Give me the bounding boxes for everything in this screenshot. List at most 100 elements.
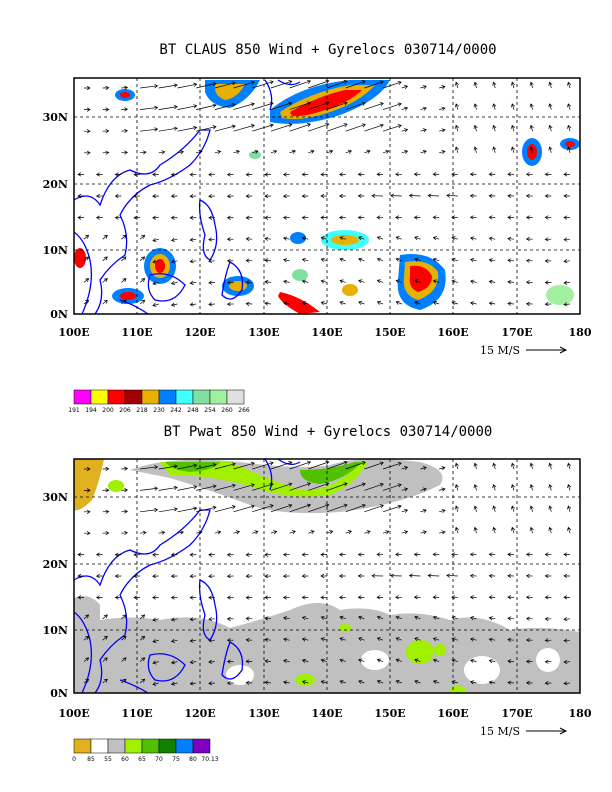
wind-arrow bbox=[170, 215, 178, 220]
wind-arrow bbox=[439, 530, 446, 535]
wind-arrow bbox=[507, 552, 514, 557]
wind-arrow bbox=[170, 595, 178, 600]
wind-arrow bbox=[510, 81, 516, 89]
colorbar-label: 194 bbox=[85, 407, 97, 414]
wind-arrow bbox=[264, 279, 271, 285]
wind-arrow bbox=[289, 79, 312, 89]
wind-arrow bbox=[226, 280, 234, 285]
colorbar-swatch bbox=[107, 738, 126, 754]
wind-arrow bbox=[510, 146, 516, 153]
wind-arrow bbox=[226, 237, 234, 242]
wind-arrow bbox=[121, 278, 127, 283]
wind-arrow bbox=[326, 123, 348, 132]
wind-arrow bbox=[401, 508, 409, 513]
wind-arrow bbox=[488, 616, 496, 621]
wind-arrow bbox=[226, 659, 234, 664]
wind-arrow bbox=[488, 552, 496, 557]
wind-arrow bbox=[488, 680, 496, 685]
wind-arrow bbox=[446, 193, 458, 198]
wind-arrow bbox=[525, 193, 533, 198]
wind-arrow bbox=[133, 552, 141, 557]
wind-arrow bbox=[382, 149, 390, 154]
lon-label: 120E bbox=[184, 707, 215, 720]
wind-arrow bbox=[326, 530, 334, 535]
wind-arrow bbox=[83, 678, 90, 684]
wind-arrow bbox=[469, 552, 477, 557]
colorbar-label: 0 bbox=[72, 756, 76, 763]
wind-arrow bbox=[214, 505, 236, 513]
wind-arrow bbox=[364, 149, 371, 154]
wind-arrow bbox=[510, 462, 516, 470]
wind-arrow bbox=[170, 617, 178, 622]
wind-arrow bbox=[270, 530, 278, 535]
wind-arrow bbox=[102, 278, 108, 283]
lon-label: 120E bbox=[184, 326, 215, 339]
wind-arrow bbox=[139, 614, 146, 620]
wind-arrow bbox=[473, 526, 478, 534]
wind-arrow bbox=[548, 505, 553, 512]
wind-arrow bbox=[439, 149, 446, 155]
wind-arrow bbox=[170, 194, 178, 199]
wind-arrow bbox=[252, 461, 274, 470]
wind-arrow bbox=[121, 128, 129, 134]
wind-arrow bbox=[245, 280, 253, 285]
wind-arrow bbox=[454, 146, 459, 153]
wind-arrow bbox=[339, 236, 346, 241]
wind-arrow bbox=[345, 461, 366, 470]
wind-arrow bbox=[158, 150, 166, 155]
wind-arrow bbox=[177, 125, 198, 132]
wind-arrow bbox=[371, 193, 384, 198]
wind-arrow bbox=[451, 236, 458, 241]
wind-arrow bbox=[439, 106, 446, 111]
wind-arrow bbox=[208, 552, 215, 557]
wind-arrow bbox=[529, 526, 534, 534]
wind-arrow bbox=[264, 194, 271, 199]
wind-arrow bbox=[473, 103, 478, 110]
wind-arrow bbox=[152, 237, 159, 243]
wind-arrow bbox=[139, 635, 146, 641]
wind-arrow bbox=[208, 280, 215, 285]
wind-arrow bbox=[140, 127, 159, 132]
wind-arrow bbox=[507, 215, 514, 220]
wind-arrow bbox=[507, 595, 514, 600]
wind-arrow bbox=[140, 150, 147, 155]
wind-arrow bbox=[544, 681, 552, 686]
wind-arrow bbox=[121, 530, 129, 536]
wind-arrow bbox=[177, 463, 198, 470]
wind-arrow bbox=[451, 215, 458, 220]
wind-arrow bbox=[245, 301, 253, 306]
wind-arrow bbox=[196, 530, 203, 535]
map1-frame bbox=[73, 77, 581, 315]
wind-arrow bbox=[252, 149, 259, 154]
wind-arrow bbox=[102, 234, 108, 240]
wind-arrow bbox=[507, 680, 514, 685]
wind-arrow bbox=[170, 681, 178, 686]
wind-arrow bbox=[544, 280, 552, 285]
wind-arrow bbox=[563, 237, 571, 242]
colorbar-label: 191 bbox=[68, 407, 80, 414]
wind-arrow bbox=[158, 104, 178, 110]
wind-arrow bbox=[83, 657, 90, 662]
map2-frame bbox=[73, 458, 581, 694]
wind-arrow bbox=[544, 215, 552, 220]
colorbar-label: 260 bbox=[221, 407, 233, 414]
wind-arrow bbox=[446, 573, 458, 578]
wind-arrow bbox=[152, 638, 159, 644]
wind-arrow bbox=[364, 504, 384, 513]
wind-arrow bbox=[245, 595, 253, 600]
wind-arrow bbox=[189, 552, 197, 557]
wind-arrow bbox=[170, 172, 178, 177]
wind-arrow bbox=[439, 128, 446, 133]
wind-arrow bbox=[189, 237, 197, 242]
colorbar-swatch bbox=[73, 389, 92, 405]
wind-arrow bbox=[470, 279, 477, 284]
wind-arrow bbox=[226, 172, 234, 177]
wind-arrow bbox=[451, 257, 458, 262]
wind-arrow bbox=[473, 81, 478, 89]
wind-arrow bbox=[283, 236, 290, 241]
wind-arrow bbox=[326, 460, 348, 470]
wind-arrow bbox=[563, 280, 571, 285]
map1-wind-vectors bbox=[77, 79, 572, 307]
wind-arrow bbox=[301, 680, 309, 685]
map2-lat-labels: 0N 10N 20N 30N bbox=[43, 491, 68, 700]
